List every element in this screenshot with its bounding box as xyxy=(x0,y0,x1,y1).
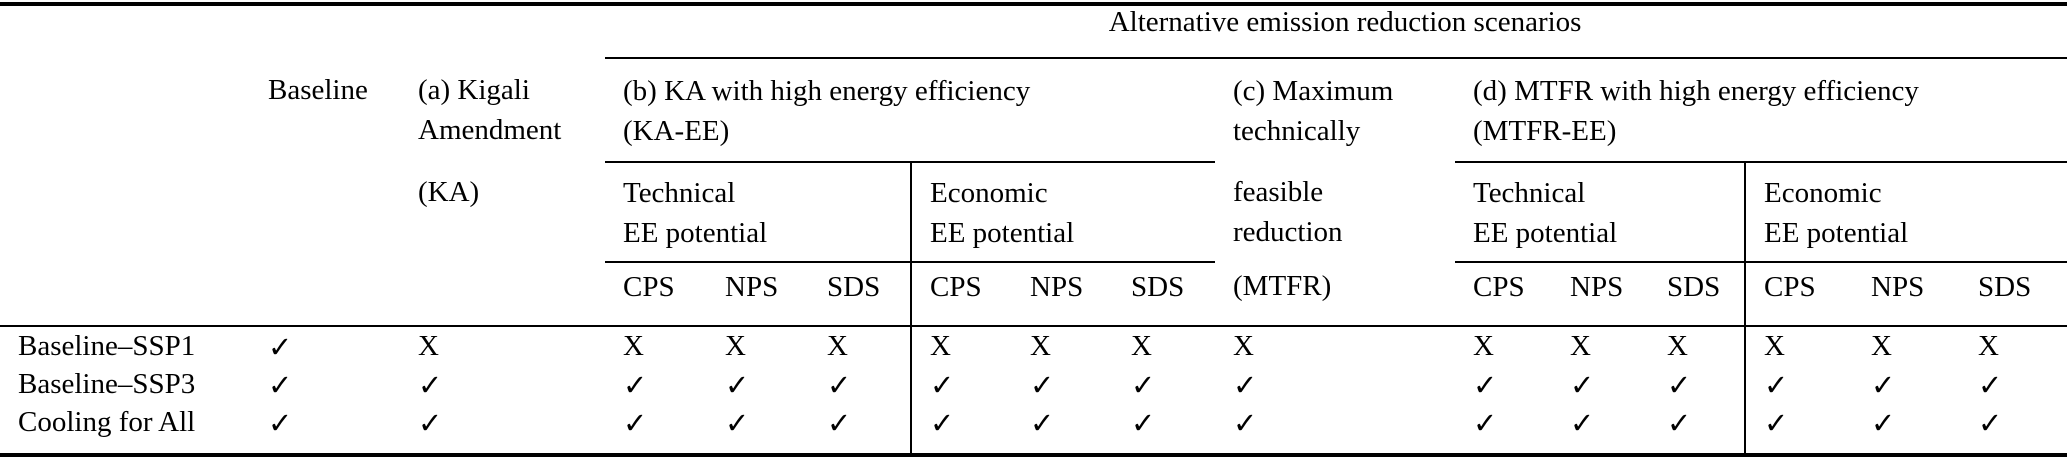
group-header-mtfr-ee: (d) MTFR with high energy efficiency (MT… xyxy=(1455,58,2067,163)
cell: ✓ xyxy=(910,365,1012,403)
cell: X xyxy=(827,330,848,362)
baseline-label: Baseline xyxy=(268,74,368,106)
group-header-mtfr: (c) Maximum technically xyxy=(1233,75,1394,147)
scenario-col-header-sds: SDS xyxy=(1113,262,1215,327)
cell: ✓ xyxy=(1113,403,1215,457)
row-label: Baseline–SSP3 xyxy=(18,368,196,400)
cell: ✓ xyxy=(268,332,293,364)
cell: ✓ xyxy=(1871,370,1896,402)
cell: ✓ xyxy=(1744,403,1853,457)
cell: X xyxy=(1030,330,1051,362)
cell: X xyxy=(1131,330,1152,362)
group-abbrev-mtfr: (MTFR) xyxy=(1215,262,1455,327)
cell: ✓ xyxy=(1853,403,1960,457)
cell: ✓ xyxy=(707,403,809,457)
scenarios-banner: Alternative emission reduction scenarios xyxy=(605,2,2067,59)
scenario-col-header-nps: NPS xyxy=(707,262,809,327)
cell: ✓ xyxy=(827,370,852,402)
cell: ✓ xyxy=(1649,403,1745,457)
row-label: Baseline–SSP1 xyxy=(18,330,196,362)
subgroup-header-ka-ee-economic: Economic EE potential xyxy=(910,162,1215,263)
cell: ✓ xyxy=(1570,370,1595,402)
subgroup-header-ka-ee-technical: Technical EE potential xyxy=(605,162,911,263)
scenario-col-header-cps: CPS xyxy=(910,262,1012,327)
scenario-col-header-nps: NPS xyxy=(1853,262,1960,327)
cell: ✓ xyxy=(910,403,1012,457)
subgroup-header-mtfr-ee-economic: Economic EE potential xyxy=(1743,162,2067,263)
scenario-col-header-sds: SDS xyxy=(1960,262,2067,327)
cell: ✓ xyxy=(1012,403,1113,457)
cell: ✓ xyxy=(1233,370,1258,402)
cell: ✓ xyxy=(1030,370,1055,402)
cell: ✓ xyxy=(1473,370,1498,402)
cell: ✓ xyxy=(268,370,293,402)
cell: X xyxy=(1744,326,1853,365)
group-header-ka: (a) Kigali Amendment xyxy=(418,74,562,146)
scenario-col-header-sds: SDS xyxy=(1649,262,1745,327)
col-header-baseline: Baseline xyxy=(250,58,400,162)
cell: X xyxy=(1667,330,1688,362)
scenario-col-header-cps: CPS xyxy=(605,262,707,327)
cell: ✓ xyxy=(1667,370,1692,402)
cell: ✓ xyxy=(250,403,400,457)
group-header-mtfr-cont: feasible reduction xyxy=(1233,176,1343,248)
cell: ✓ xyxy=(1455,403,1552,457)
cell: ✓ xyxy=(1978,370,2003,402)
row-label: Cooling for All xyxy=(0,403,250,457)
scenario-col-header-cps: CPS xyxy=(1744,262,1853,327)
cell: X xyxy=(1978,330,1999,362)
cell: ✓ xyxy=(400,403,605,457)
group-header-ka-ee: (b) KA with high energy efficiency (KA-E… xyxy=(605,58,1215,163)
cell: X xyxy=(1871,330,1892,362)
cell: ✓ xyxy=(1744,365,1853,403)
cell: ✓ xyxy=(418,370,443,402)
scenario-col-header-sds: SDS xyxy=(809,262,911,327)
cell: ✓ xyxy=(605,403,707,457)
corner-spacer xyxy=(0,58,250,162)
scenario-col-header-cps: CPS xyxy=(1455,262,1552,327)
cell: X xyxy=(623,330,644,362)
group-abbrev-ka: (KA) xyxy=(418,176,480,208)
banner-spacer xyxy=(0,2,605,58)
cell: ✓ xyxy=(1215,403,1455,457)
cell: ✓ xyxy=(809,403,911,457)
subgroup-header-mtfr-ee-technical: Technical EE potential xyxy=(1455,162,1745,263)
cell: X xyxy=(1570,330,1591,362)
cell: X xyxy=(1233,330,1254,362)
cell: ✓ xyxy=(1552,403,1649,457)
scenario-col-header-nps: NPS xyxy=(1552,262,1649,327)
cell: X xyxy=(418,330,439,362)
cell: ✓ xyxy=(623,370,648,402)
cell: ✓ xyxy=(1960,403,2067,457)
cell: X xyxy=(1473,330,1494,362)
cell: ✓ xyxy=(725,370,750,402)
cell: X xyxy=(910,326,1012,365)
cell: ✓ xyxy=(1131,370,1156,402)
scenario-col-header-nps: NPS xyxy=(1012,262,1113,327)
cell: X xyxy=(725,330,746,362)
